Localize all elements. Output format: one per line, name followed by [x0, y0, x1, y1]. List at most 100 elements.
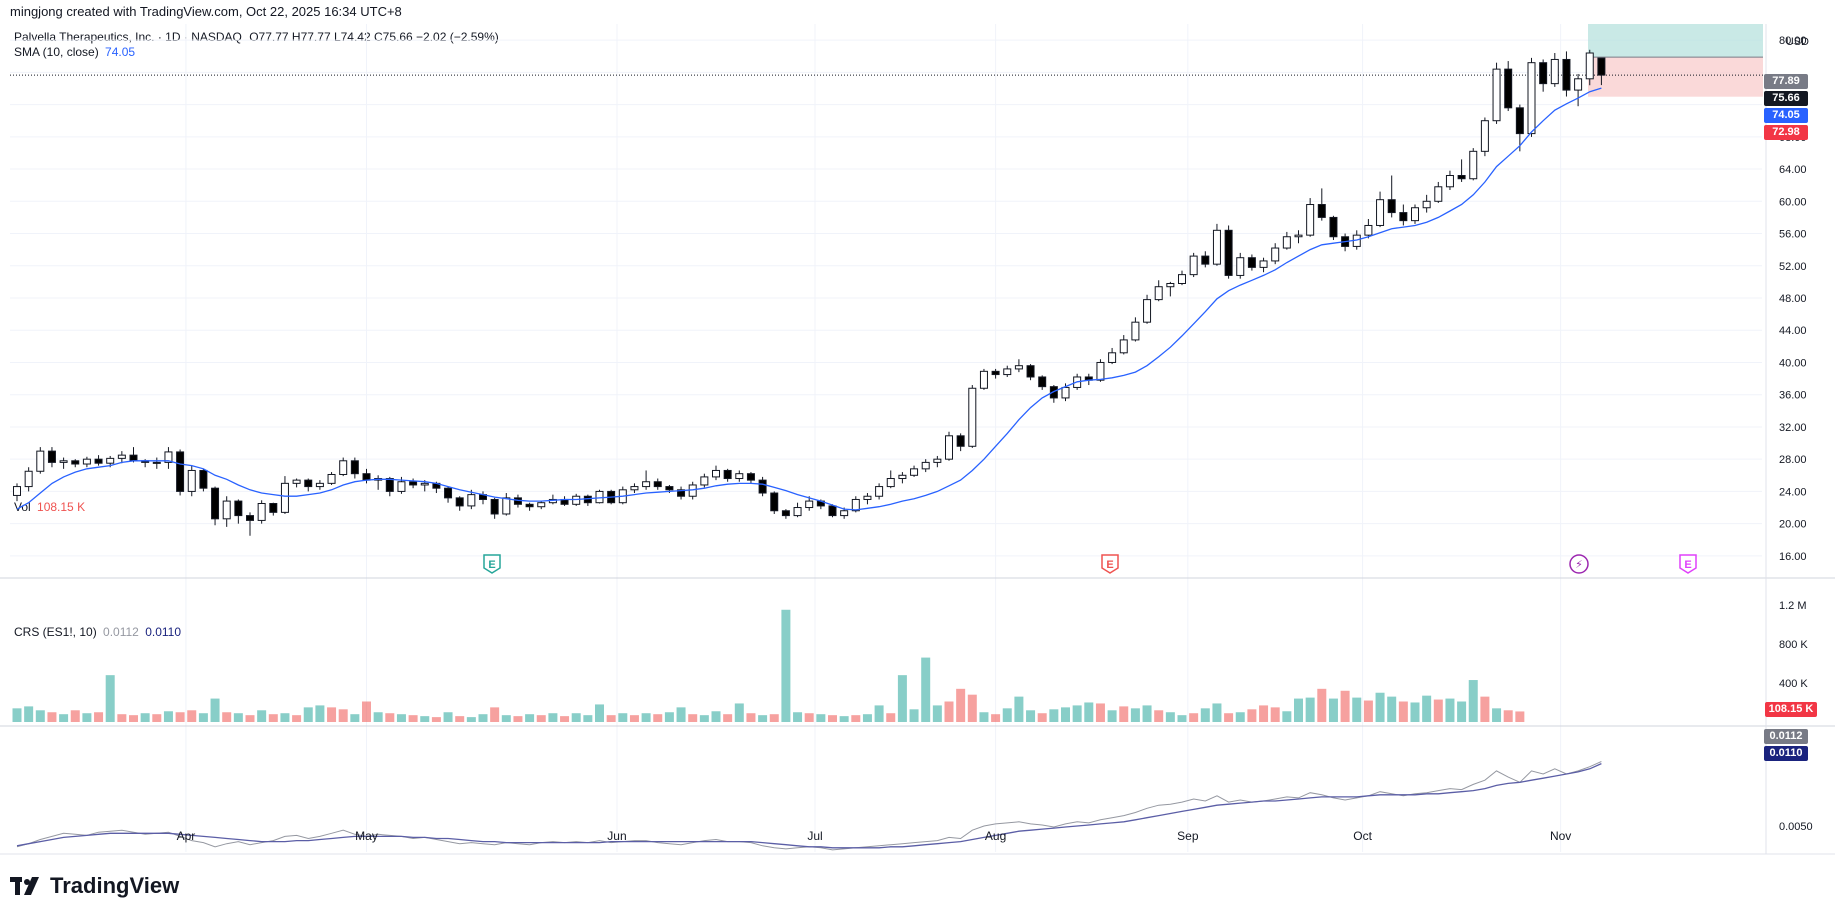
volume-bar [699, 715, 709, 722]
volume-bar [664, 712, 674, 722]
chart-credit: mingjong created with TradingView.com, O… [10, 4, 402, 19]
sma-polyline [16, 87, 1602, 511]
event-label: E [1684, 559, 1691, 571]
candle-down [304, 479, 313, 488]
volume-bar [152, 714, 162, 722]
candle-up [327, 473, 336, 484]
volume-bar [466, 717, 476, 722]
candle-down [1539, 62, 1548, 85]
volume-bar [257, 710, 267, 722]
volume-bar [478, 714, 488, 722]
earnings-icon-red: E [1101, 554, 1119, 574]
candle-down [828, 505, 837, 517]
volume-bar [490, 707, 500, 722]
volume-bar [501, 715, 511, 722]
candle-up [898, 474, 907, 480]
earnings-icon-shape [1679, 554, 1697, 574]
candle-down [490, 498, 499, 515]
volume-bar [653, 714, 663, 722]
volume-bar [816, 714, 826, 722]
volume-tick-label: 400 K [1779, 678, 1808, 690]
candle-down [176, 451, 185, 492]
candle-up [1294, 234, 1303, 238]
volume-bar [629, 715, 639, 722]
volume-bar [350, 714, 360, 722]
price-tick-label: 56.00 [1779, 229, 1807, 241]
sma-legend[interactable]: SMA (10, close) 74.05 [14, 45, 135, 59]
candle-up [1131, 321, 1140, 341]
event-label: ⚡ [1575, 559, 1583, 571]
grid-lines [0, 24, 1835, 855]
volume-bar [338, 709, 348, 722]
volume-bar [758, 715, 768, 722]
candle-down [1026, 365, 1035, 378]
candle-down [1224, 229, 1233, 276]
volume-bar [268, 714, 278, 722]
volume-bar [1328, 698, 1338, 722]
price-tick-label: 32.00 [1779, 422, 1807, 434]
volume-bar [1189, 713, 1199, 722]
volume-bar [606, 715, 616, 722]
candle-up [152, 461, 161, 464]
candle-down [1457, 175, 1466, 180]
volume-bar [804, 713, 814, 722]
candle-up [1306, 204, 1315, 236]
candle-up [1178, 274, 1186, 284]
volume-bar [59, 714, 69, 722]
month-label: Jun [607, 829, 626, 843]
crs-tag-1: 0.0112 [1764, 729, 1808, 744]
crs-legend[interactable]: CRS (ES1!, 10) 0.0112 0.0110 [14, 625, 181, 639]
volume-bar [1165, 712, 1175, 722]
volume-bar [233, 713, 243, 722]
tradingview-logo[interactable]: TradingView [10, 873, 179, 899]
candle-up [1154, 286, 1163, 301]
candle-down [723, 469, 732, 480]
volume-bar [862, 714, 872, 722]
candle-down [1329, 216, 1338, 238]
volume-bar [280, 713, 290, 722]
event-markers: E E ⚡ E [483, 554, 1697, 574]
volume-bar [874, 705, 884, 722]
month-label: Aug [985, 829, 1006, 843]
candle-down [1317, 204, 1326, 218]
candle-down [47, 450, 56, 463]
candle-up [793, 507, 802, 517]
candle-up [1108, 352, 1117, 363]
candle-up [1585, 52, 1594, 80]
volume-bar [1445, 698, 1455, 722]
candle-up [1480, 120, 1489, 152]
candle-up [1376, 199, 1385, 226]
time-axis: Apr May Jun Jul Aug Sep Oct Nov [177, 829, 1572, 843]
candle-up [1364, 224, 1373, 236]
volume-bar [1317, 688, 1327, 722]
volume-bar [1130, 708, 1140, 722]
crs-series [16, 761, 1602, 851]
crs-value-2: 0.0110 [145, 625, 182, 639]
volume-bar [1026, 710, 1036, 722]
candle-down [71, 460, 80, 465]
volume-bar [1457, 701, 1467, 722]
candle-up [945, 435, 953, 460]
candle-up [1119, 339, 1128, 354]
earnings-icon-pink: E [1679, 554, 1697, 574]
volume-bar [198, 713, 208, 722]
candle-up [840, 510, 849, 517]
price-tick-label: 60.00 [1779, 196, 1807, 208]
candle-up [1236, 257, 1245, 276]
candle-up [222, 500, 231, 520]
candle-down [1387, 199, 1396, 214]
volume-bar [641, 713, 651, 722]
volume-bar [1352, 697, 1362, 722]
month-label: Jul [807, 829, 822, 843]
price-tag-stop: 72.98 [1764, 125, 1808, 140]
month-label: Apr [177, 829, 196, 843]
candle-up [1096, 361, 1105, 381]
candle-down [1562, 58, 1571, 91]
volume-bar [967, 694, 977, 722]
candle-up [187, 469, 196, 492]
volume-bar [571, 713, 581, 722]
price-tick-label: 52.00 [1779, 261, 1807, 273]
volume-bar [175, 712, 185, 722]
candle-down [455, 497, 464, 507]
